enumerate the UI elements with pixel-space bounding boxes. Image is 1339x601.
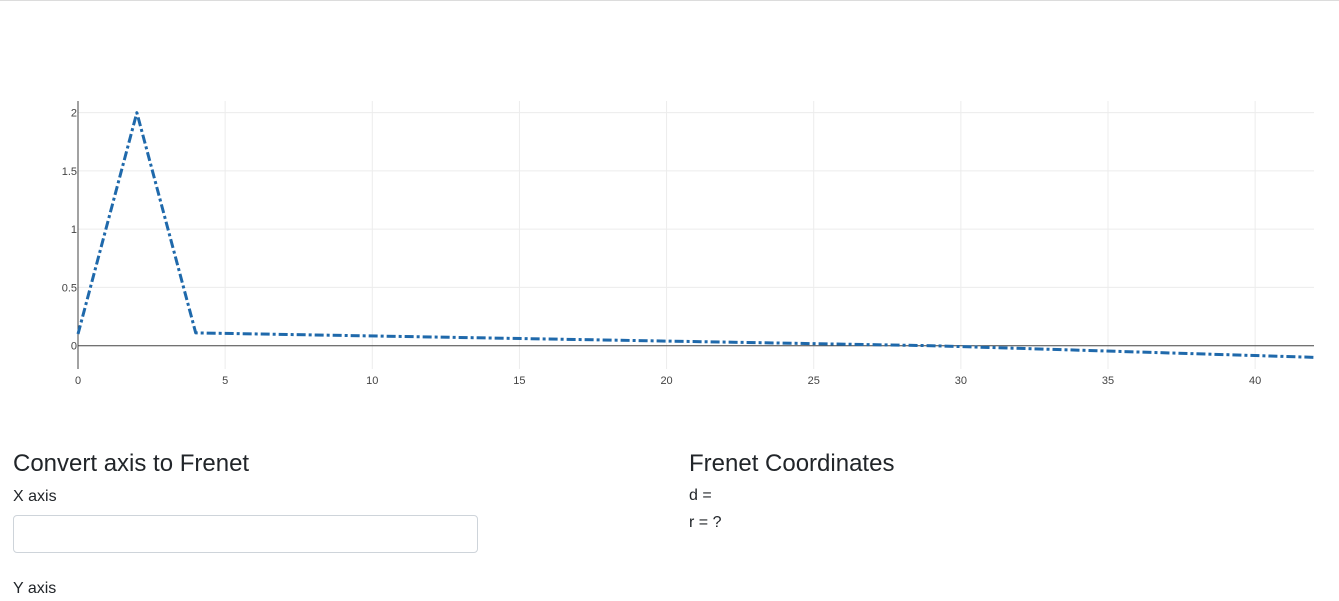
grid-lines bbox=[78, 101, 1314, 369]
y-tick-label: 0 bbox=[71, 341, 77, 353]
frenet-panel: Frenet Coordinates d = r = ? bbox=[689, 446, 1289, 535]
series-layer bbox=[76, 111, 1315, 359]
y-axis-label: Y axis bbox=[13, 580, 57, 597]
line-chart[interactable]: 0 5 10 15 20 25 30 35 40 0 0.5 1 1.5 2 bbox=[0, 0, 1339, 420]
top-divider bbox=[0, 0, 1339, 1]
x-tick-label: 35 bbox=[1102, 375, 1114, 387]
tick-labels: 0 5 10 15 20 25 30 35 40 0 0.5 1 1.5 2 bbox=[62, 108, 1262, 387]
x-tick-label: 20 bbox=[660, 375, 672, 387]
frenet-title: Frenet Coordinates bbox=[689, 450, 895, 477]
r-coordinate: r = ? bbox=[689, 514, 722, 531]
x-axis-label: X axis bbox=[13, 488, 57, 505]
y-tick-label: 1 bbox=[71, 224, 77, 236]
x-tick-label: 15 bbox=[513, 375, 525, 387]
x-axis-input[interactable] bbox=[13, 515, 478, 553]
series-line bbox=[76, 111, 1315, 359]
x-tick-label: 40 bbox=[1249, 375, 1261, 387]
d-coordinate: d = bbox=[689, 487, 712, 504]
axes bbox=[77, 101, 1314, 369]
x-tick-label: 10 bbox=[366, 375, 378, 387]
convert-panel: Convert axis to Frenet X axis Y axis bbox=[13, 446, 613, 601]
convert-title: Convert axis to Frenet bbox=[13, 450, 250, 477]
y-tick-label: 0.5 bbox=[62, 282, 77, 294]
y-tick-label: 2 bbox=[71, 108, 77, 120]
x-tick-label: 25 bbox=[808, 375, 820, 387]
x-tick-label: 30 bbox=[955, 375, 967, 387]
x-tick-label: 0 bbox=[75, 375, 81, 387]
y-tick-label: 1.5 bbox=[62, 166, 77, 178]
x-tick-label: 5 bbox=[222, 375, 228, 387]
